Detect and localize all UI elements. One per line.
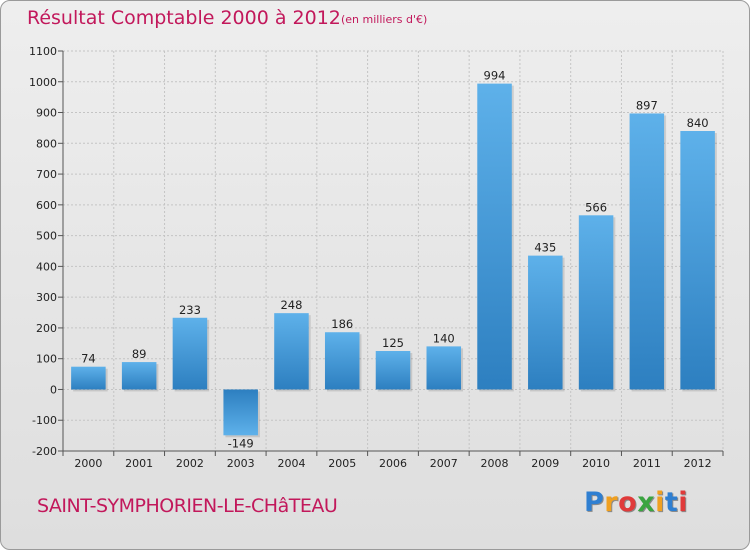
- data-label: 994: [484, 69, 506, 83]
- x-tick-label: 2007: [430, 457, 458, 470]
- chart-title: Résultat Comptable 2000 à 2012: [27, 7, 341, 29]
- proxiti-logo: Proxiti: [584, 487, 688, 518]
- x-tick-label: 2009: [531, 457, 559, 470]
- bar-2004: [274, 313, 309, 390]
- y-tick-label: 1000: [29, 76, 57, 89]
- bar-2008: [477, 83, 512, 390]
- data-label: 840: [687, 116, 709, 130]
- y-tick-label: -200: [32, 445, 57, 458]
- logo-letter: x: [637, 487, 656, 518]
- data-label: 566: [585, 200, 607, 214]
- y-tick-label: 700: [36, 168, 57, 181]
- bar-2009: [528, 255, 563, 390]
- logo-letter: t: [664, 487, 679, 518]
- bar-2001: [121, 362, 157, 390]
- data-label: 435: [534, 241, 556, 255]
- y-tick-label: 300: [36, 291, 57, 304]
- logo-letter: o: [618, 487, 638, 518]
- x-tick-label: 2011: [633, 457, 661, 470]
- logo-letter: i: [655, 487, 665, 518]
- bar-2011: [629, 113, 665, 390]
- x-tick-label: 2004: [277, 457, 305, 470]
- x-tick-label: 2003: [227, 457, 255, 470]
- y-tick-label: -100: [32, 414, 57, 427]
- logo-letter: i: [678, 487, 689, 518]
- logo-letter: P: [584, 487, 605, 518]
- data-label: 897: [636, 98, 658, 112]
- y-tick-label: 500: [36, 230, 57, 243]
- y-tick-label: 800: [36, 137, 57, 150]
- commune-name: SAINT-SYMPHORIEN-LE-CHâTEAU: [37, 495, 338, 517]
- bar-2006: [375, 351, 411, 390]
- x-tick-label: 2006: [379, 457, 407, 470]
- data-label: 125: [382, 336, 404, 350]
- data-label: 248: [280, 298, 302, 312]
- y-tick-label: 100: [36, 353, 57, 366]
- data-label: -149: [228, 436, 254, 450]
- chart-subtitle: (en milliers d'€): [341, 13, 428, 26]
- x-tick-label: 2000: [74, 457, 102, 470]
- y-tick-label: 0: [50, 383, 57, 396]
- x-tick-label: 2010: [582, 457, 610, 470]
- y-tick-label: 1100: [29, 45, 57, 58]
- y-tick-label: 200: [36, 322, 57, 335]
- data-label: 140: [433, 331, 455, 345]
- y-tick-label: 600: [36, 199, 57, 212]
- bar-2002: [172, 317, 208, 390]
- x-tick-label: 2012: [684, 457, 712, 470]
- data-label: 74: [81, 352, 96, 366]
- bar-2010: [578, 215, 614, 390]
- bar-2007: [426, 346, 462, 390]
- x-tick-label: 2005: [328, 457, 356, 470]
- x-tick-label: 2001: [125, 457, 153, 470]
- data-label: 89: [132, 347, 147, 361]
- data-label: 233: [179, 303, 201, 317]
- bar-2012: [680, 131, 715, 390]
- data-label: 186: [331, 317, 353, 331]
- x-tick-label: 2002: [176, 457, 204, 470]
- y-tick-label: 400: [36, 260, 57, 273]
- bar-2000: [71, 366, 106, 390]
- x-tick-label: 2008: [481, 457, 509, 470]
- y-tick-label: 900: [36, 107, 57, 120]
- logo-letter: r: [604, 487, 619, 518]
- bar-2003: [223, 389, 258, 436]
- bar-2005: [324, 332, 360, 390]
